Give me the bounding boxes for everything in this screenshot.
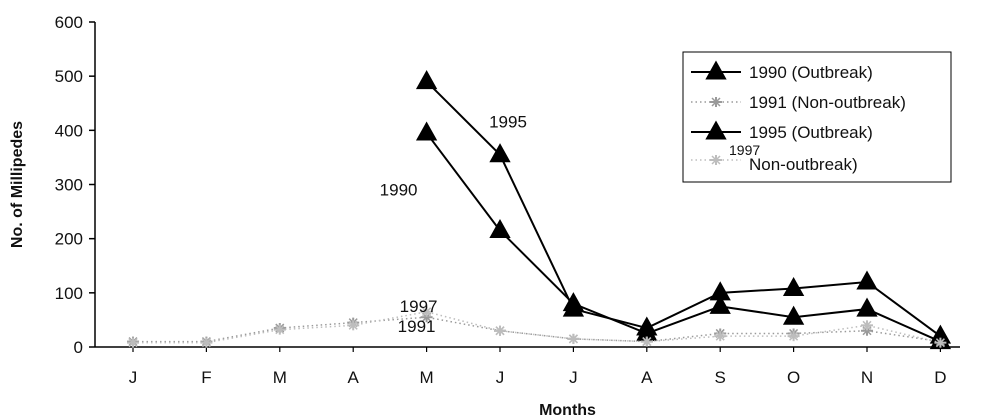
- legend-entry: 1990 (Outbreak): [691, 60, 873, 82]
- annotation-label: 1991: [398, 317, 436, 336]
- legend-entry: 1995 (Outbreak): [691, 120, 873, 142]
- marker-stroke: [568, 334, 578, 344]
- data-point: [705, 120, 727, 140]
- marker-stroke: [495, 326, 505, 336]
- data-point: [856, 270, 878, 290]
- data-point: [705, 60, 727, 80]
- series-1997-non-outbreak-: [127, 306, 947, 348]
- x-tick-label: S: [715, 368, 726, 387]
- data-point: [787, 331, 800, 342]
- marker-stroke: [711, 97, 721, 107]
- data-point: [861, 320, 873, 331]
- y-tick-label: 300: [55, 176, 83, 195]
- data-point: [494, 325, 506, 336]
- x-tick-label: A: [641, 368, 653, 387]
- data-point: [489, 219, 511, 239]
- y-tick-label: 500: [55, 67, 83, 86]
- series-line: [425, 80, 941, 337]
- data-point: [489, 143, 511, 163]
- data-point: [273, 324, 286, 335]
- y-tick-label: 100: [55, 284, 83, 303]
- y-tick-label: 400: [55, 121, 83, 140]
- series-1995-outbreak-: [415, 70, 952, 344]
- data-point: [562, 297, 585, 317]
- x-tick-label: M: [420, 368, 434, 387]
- data-point: [714, 331, 727, 342]
- marker-stroke: [862, 320, 872, 330]
- legend-label: Non-outbreak): [749, 155, 858, 174]
- marker-stroke: [201, 338, 211, 348]
- y-tick-label: 600: [55, 13, 83, 32]
- data-point: [127, 337, 139, 348]
- data-point: [856, 297, 878, 317]
- x-tick-label: M: [273, 368, 287, 387]
- data-point: [640, 336, 653, 347]
- x-tick-label: J: [569, 368, 578, 387]
- x-tick-label: D: [934, 368, 946, 387]
- x-tick-label: N: [861, 368, 873, 387]
- marker-stroke: [128, 338, 138, 348]
- y-tick-label: 0: [74, 338, 83, 357]
- data-point: [567, 333, 580, 344]
- data-point: [934, 337, 947, 348]
- data-point: [782, 305, 805, 325]
- data-point: [636, 316, 658, 336]
- x-axis-title: Months: [539, 402, 596, 419]
- x-tick-label: J: [496, 368, 505, 387]
- marker-stroke: [642, 337, 652, 347]
- annotation-label: 1995: [489, 113, 527, 132]
- legend-entry: 1991 (Non-outbreak): [691, 93, 906, 112]
- legend-label: 1990 (Outbreak): [749, 63, 873, 82]
- annotation-label: 1990: [380, 180, 418, 199]
- data-point: [200, 337, 213, 348]
- series-line: [133, 311, 941, 344]
- y-axis-title: No. of Millipedes: [9, 121, 26, 248]
- data-point: [415, 70, 438, 90]
- y-tick-label: 200: [55, 230, 83, 249]
- series-layer: [127, 70, 952, 350]
- legend-label: 1997: [729, 142, 760, 158]
- data-point: [709, 281, 731, 301]
- x-tick-label: F: [201, 368, 211, 387]
- x-tick-label: A: [348, 368, 360, 387]
- x-tick-label: O: [787, 368, 800, 387]
- series-line: [133, 316, 941, 343]
- data-point: [347, 320, 360, 331]
- data-point: [782, 276, 805, 296]
- data-point: [420, 306, 433, 317]
- axes: 0 100 200 300 400 500 600 J F M A M J J A S O N D Months No.…: [9, 13, 960, 419]
- marker-stroke: [422, 307, 432, 317]
- data-point: [710, 155, 722, 165]
- legend-label: 1995 (Outbreak): [749, 123, 873, 142]
- marker-stroke: [348, 320, 358, 330]
- legend: 1990 (Outbreak) 1991 (Non-outbreak) 1995 (…: [682, 51, 952, 183]
- marker-stroke: [789, 331, 799, 341]
- marker-stroke: [275, 325, 285, 335]
- data-point: [709, 294, 731, 314]
- annotation-label: 1997: [400, 297, 438, 316]
- marker-stroke: [711, 155, 721, 165]
- series-1991-non-outbreak-: [127, 312, 947, 347]
- marker-stroke: [935, 338, 945, 348]
- x-tick-label: J: [129, 368, 138, 387]
- data-point: [710, 97, 722, 107]
- legend-label: 1991 (Non-outbreak): [749, 93, 906, 112]
- series-line: [425, 132, 941, 343]
- data-point: [415, 121, 438, 141]
- marker-stroke: [715, 331, 725, 341]
